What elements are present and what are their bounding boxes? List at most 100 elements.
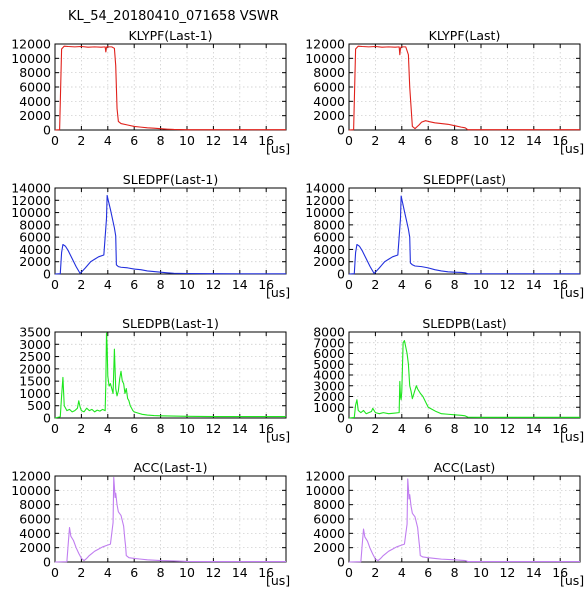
series-line <box>348 195 580 275</box>
y-tick-label: 6000 <box>19 80 51 95</box>
x-tick-label: 16 <box>552 565 568 580</box>
series-line <box>348 45 580 131</box>
x-tick-label: 0 <box>51 565 59 580</box>
x-tick-label: 2 <box>371 421 379 436</box>
x-tick-label: 2 <box>371 277 379 292</box>
x-tick-label: 16 <box>258 421 274 436</box>
x-tick-label: 12 <box>205 565 221 580</box>
x-tick-label: 0 <box>51 277 59 292</box>
x-tick-label: 10 <box>473 565 489 580</box>
x-tick-label: 14 <box>232 421 248 436</box>
x-tick-label: 16 <box>552 133 568 148</box>
chart-title: KLYPF(Last-1) <box>128 28 212 43</box>
chart-title: SLEDPB(Last-1) <box>122 316 219 331</box>
x-tick-label: 8 <box>451 277 459 292</box>
y-tick-label: 10000 <box>305 483 345 498</box>
x-unit-label: [us] <box>560 429 584 444</box>
y-tick-label: 8000 <box>313 217 345 232</box>
x-tick-label: 2 <box>371 133 379 148</box>
y-tick-label: 14000 <box>305 181 345 196</box>
y-tick-label: 2000 <box>19 254 51 269</box>
y-tick-label: 0 <box>337 123 345 138</box>
y-tick-label: 0 <box>337 411 345 426</box>
x-tick-label: 12 <box>499 133 515 148</box>
y-tick-label: 12000 <box>305 469 345 484</box>
x-tick-label: 12 <box>205 133 221 148</box>
x-tick-label: 2 <box>371 565 379 580</box>
y-tick-label: 12000 <box>305 193 345 208</box>
series-line <box>54 332 286 419</box>
y-tick-label: 7000 <box>313 335 345 350</box>
x-tick-label: 8 <box>451 565 459 580</box>
y-tick-label: 0 <box>43 267 51 282</box>
x-tick-label: 10 <box>179 421 195 436</box>
x-tick-label: 10 <box>473 421 489 436</box>
y-tick-label: 0 <box>43 123 51 138</box>
series-line <box>348 340 580 419</box>
y-tick-label: 3500 <box>19 325 51 340</box>
y-tick-label: 6000 <box>313 80 345 95</box>
chart-panel: KLYPF(Last-1) 0 2 4 6 8 10 12 14 16 02000400060008… <box>11 28 290 156</box>
y-tick-label: 2500 <box>19 349 51 364</box>
y-tick-label: 4000 <box>19 94 51 109</box>
x-tick-label: 14 <box>526 133 542 148</box>
x-tick-label: 0 <box>345 133 353 148</box>
y-tick-label: 4000 <box>19 242 51 257</box>
chart-title: ACC(Last) <box>434 460 496 475</box>
y-tick-label: 4000 <box>313 368 345 383</box>
x-tick-label: 8 <box>451 421 459 436</box>
y-tick-label: 4000 <box>19 526 51 541</box>
y-tick-label: 10000 <box>305 205 345 220</box>
y-tick-label: 0 <box>43 555 51 570</box>
y-tick-label: 5000 <box>313 357 345 372</box>
y-tick-label: 2000 <box>313 389 345 404</box>
y-tick-label: 2000 <box>313 254 345 269</box>
x-tick-label: 12 <box>499 565 515 580</box>
chart-title: SLEDPF(Last) <box>423 172 506 187</box>
x-tick-label: 0 <box>51 421 59 436</box>
chart-title: SLEDPF(Last-1) <box>123 172 218 187</box>
y-tick-label: 500 <box>27 398 51 413</box>
y-tick-label: 2000 <box>19 540 51 555</box>
x-tick-label: 12 <box>205 421 221 436</box>
x-tick-label: 4 <box>398 277 406 292</box>
plot-frame <box>348 187 581 275</box>
y-tick-label: 8000 <box>19 497 51 512</box>
y-tick-label: 3000 <box>19 337 51 352</box>
x-tick-label: 4 <box>104 565 112 580</box>
x-tick-label: 6 <box>424 421 432 436</box>
x-tick-label: 0 <box>345 277 353 292</box>
x-tick-label: 16 <box>258 277 274 292</box>
x-unit-label: [us] <box>560 285 584 300</box>
x-tick-label: 2 <box>77 421 85 436</box>
series-line <box>54 476 286 563</box>
x-unit-label: [us] <box>560 141 584 156</box>
x-tick-label: 4 <box>398 133 406 148</box>
x-tick-label: 4 <box>398 565 406 580</box>
y-tick-label: 2000 <box>19 361 51 376</box>
x-tick-label: 6 <box>130 565 138 580</box>
y-tick-label: 12000 <box>11 469 51 484</box>
y-tick-label: 10000 <box>305 51 345 66</box>
x-tick-label: 14 <box>526 421 542 436</box>
x-tick-label: 16 <box>552 277 568 292</box>
y-tick-label: 8000 <box>313 65 345 80</box>
y-tick-label: 6000 <box>313 346 345 361</box>
y-tick-label: 10000 <box>11 483 51 498</box>
y-tick-label: 4000 <box>313 526 345 541</box>
x-tick-label: 4 <box>398 421 406 436</box>
x-unit-label: [us] <box>560 573 584 588</box>
x-tick-label: 16 <box>258 565 274 580</box>
x-tick-label: 2 <box>77 133 85 148</box>
x-tick-label: 10 <box>473 277 489 292</box>
x-tick-label: 16 <box>258 133 274 148</box>
x-tick-label: 14 <box>232 565 248 580</box>
page-title: KL_54_20180410_071658 VSWR <box>68 9 279 24</box>
y-tick-label: 0 <box>43 411 51 426</box>
x-tick-label: 0 <box>345 565 353 580</box>
x-tick-label: 6 <box>130 421 138 436</box>
chart-panel: SLEDPF(Last-1) 0 2 4 6 8 10 12 14 16 0200040006000… <box>11 172 290 300</box>
y-tick-label: 1000 <box>19 386 51 401</box>
